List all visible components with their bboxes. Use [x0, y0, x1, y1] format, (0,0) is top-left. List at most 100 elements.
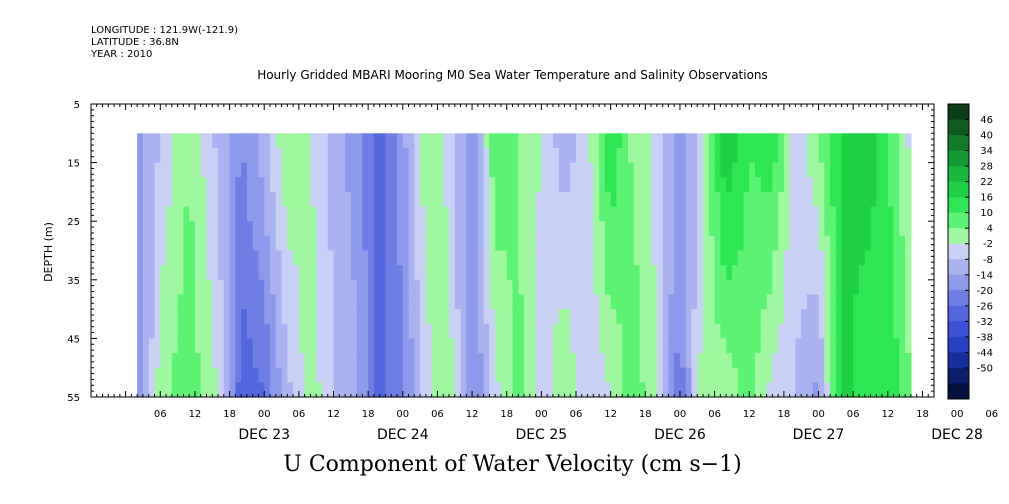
heatmap-cell [622, 367, 629, 383]
heatmap-cell [905, 191, 912, 208]
heatmap-cell [570, 221, 577, 237]
heatmap-cell [720, 323, 727, 339]
heatmap-cell [529, 353, 537, 369]
heatmap-cell [160, 338, 167, 354]
heatmap-cell [350, 177, 358, 193]
heatmap-cell [362, 162, 369, 178]
heatmap-cell [466, 338, 473, 354]
heatmap-cell [841, 206, 848, 222]
heatmap-cell [454, 323, 462, 339]
heatmap-cell [443, 338, 450, 354]
heatmap-cell [431, 250, 439, 266]
heatmap-cell [264, 382, 271, 398]
heatmap-cell [858, 177, 866, 193]
heatmap-cell [801, 177, 808, 193]
heatmap-cell [593, 147, 600, 164]
heatmap-cell [483, 147, 490, 164]
heatmap-cell [431, 338, 439, 354]
heatmap-cell [373, 235, 381, 252]
heatmap-cell [425, 323, 433, 339]
heatmap-cell [743, 147, 750, 164]
heatmap-cell [460, 338, 467, 354]
heatmap-cell [749, 309, 756, 325]
heatmap-cell [552, 147, 560, 164]
heatmap-cell [818, 177, 825, 193]
heatmap-cell [651, 323, 658, 339]
heatmap-cell [304, 382, 312, 398]
heatmap-cell [350, 279, 358, 296]
heatmap-cell [749, 265, 756, 281]
heatmap-cell [616, 382, 623, 398]
heatmap-cell [558, 147, 566, 164]
heatmap-cell [460, 265, 467, 281]
heatmap-cell [806, 235, 814, 252]
heatmap-cell [581, 382, 589, 398]
heatmap-cell [610, 309, 618, 325]
x-axis-label: U Component of Water Velocity (cm s−1) [283, 452, 742, 477]
heatmap-cell [333, 162, 340, 178]
x-hour-label: 12 [604, 409, 617, 420]
heatmap-cell [783, 147, 791, 164]
heatmap-cell [264, 367, 271, 383]
heatmap-cell [327, 353, 335, 369]
heatmap-cell [321, 367, 329, 383]
heatmap-cell [333, 279, 340, 296]
heatmap-cell [547, 133, 554, 149]
heatmap-cell [558, 353, 566, 369]
heatmap-cell [662, 265, 669, 281]
heatmap-cell [662, 294, 669, 310]
heatmap-cell [443, 279, 450, 296]
heatmap-cell [697, 294, 704, 310]
heatmap-cell [778, 265, 785, 281]
heatmap-cell [298, 338, 306, 354]
heatmap-cell [737, 279, 745, 296]
heatmap-cell [691, 279, 698, 296]
heatmap-cell [651, 133, 658, 149]
heatmap-cell [472, 353, 479, 369]
heatmap-cell [876, 191, 883, 208]
heatmap-cell [200, 177, 208, 193]
heatmap-cell [639, 323, 646, 339]
heatmap-cell [437, 235, 444, 252]
heatmap-cell [304, 279, 312, 296]
heatmap-cell [350, 265, 358, 281]
heatmap-cell [564, 382, 571, 398]
heatmap-cell [529, 162, 537, 178]
heatmap-cell [541, 323, 548, 339]
heatmap-cell [674, 338, 681, 354]
heatmap-cell [512, 353, 519, 369]
heatmap-cell [298, 323, 306, 339]
heatmap-cell [645, 147, 652, 164]
heatmap-cell [639, 191, 646, 208]
heatmap-cell [552, 177, 560, 193]
heatmap-cell [495, 221, 502, 237]
heatmap-cell [269, 338, 277, 354]
heatmap-cell [876, 147, 883, 164]
heatmap-cell [218, 382, 225, 398]
colorbar-segment [948, 290, 969, 307]
heatmap-cell [448, 353, 456, 369]
heatmap-cell [437, 279, 444, 296]
colorbar-segment [948, 274, 969, 291]
heatmap-cell [841, 191, 848, 208]
heatmap-cell [755, 133, 762, 149]
heatmap-cell [223, 353, 231, 369]
heatmap-cell [783, 250, 791, 266]
heatmap-cell [304, 338, 312, 354]
heatmap-cell [171, 177, 179, 193]
heatmap-cell [466, 323, 473, 339]
heatmap-cell [472, 323, 479, 339]
heatmap-cell [333, 382, 340, 398]
heatmap-cell [743, 133, 750, 149]
heatmap-cell [246, 206, 254, 222]
heatmap-cell [321, 294, 329, 310]
heatmap-cell [576, 265, 583, 281]
heatmap-cell [518, 279, 525, 296]
colorbar-label: -26 [977, 301, 993, 312]
heatmap-cell [137, 177, 144, 193]
heatmap-cell [841, 162, 848, 178]
heatmap-cell [720, 162, 727, 178]
heatmap-cell [460, 177, 467, 193]
heatmap-cell [368, 133, 375, 149]
heatmap-cell [500, 191, 508, 208]
